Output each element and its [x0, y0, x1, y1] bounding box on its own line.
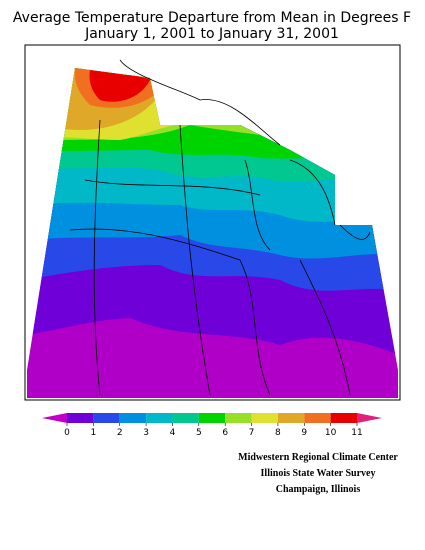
colorbar-tick-label: 6	[222, 428, 228, 438]
colorbar-box	[93, 413, 120, 423]
colorbar-tick-label: 1	[90, 428, 96, 438]
colorbar-tick-label: 7	[249, 428, 255, 438]
colorbar: 0 1 2 3 4 5 6 7 8 9 10 11	[42, 413, 382, 438]
map-frame	[24, 44, 401, 401]
credit-line: Midwestern Regional Climate Center	[238, 452, 398, 463]
colorbar-arrow	[42, 413, 67, 423]
colorbar-box	[330, 413, 357, 423]
title-line: January 1, 2001 to January 31, 2001	[84, 26, 339, 42]
colorbar-box	[146, 413, 173, 423]
colorbar-tick-label: 3	[143, 428, 149, 438]
colorbar-box	[277, 413, 305, 423]
colorbar-tick-label: 2	[117, 428, 123, 438]
colorbar-box	[225, 413, 252, 423]
colorbar-tick-label: 10	[325, 428, 337, 438]
colorbar-box	[198, 413, 226, 423]
colorbar-tick-label: 9	[301, 428, 307, 438]
colorbar-box	[119, 413, 147, 423]
lake-outline	[119, 59, 371, 251]
colorbar-box	[172, 413, 199, 423]
colorbar-arrow	[357, 413, 382, 423]
colorbar-box	[251, 413, 278, 423]
colorbar-tick-label: 0	[64, 428, 70, 438]
colorbar-box	[67, 413, 94, 423]
colorbar-tick-label: 11	[351, 428, 362, 438]
credit-line: Champaign, Illinois	[276, 484, 361, 495]
credit-line: Illinois State Water Survey	[261, 468, 376, 479]
colorbar-box	[304, 413, 331, 423]
colorbar-tick-label: 4	[170, 428, 176, 438]
temperature-map	[27, 68, 398, 398]
colorbar-tick-label: 5	[196, 428, 202, 438]
title-line: Average Temperature Departure from Mean …	[13, 10, 411, 26]
colorbar-tick-label: 8	[275, 428, 281, 438]
